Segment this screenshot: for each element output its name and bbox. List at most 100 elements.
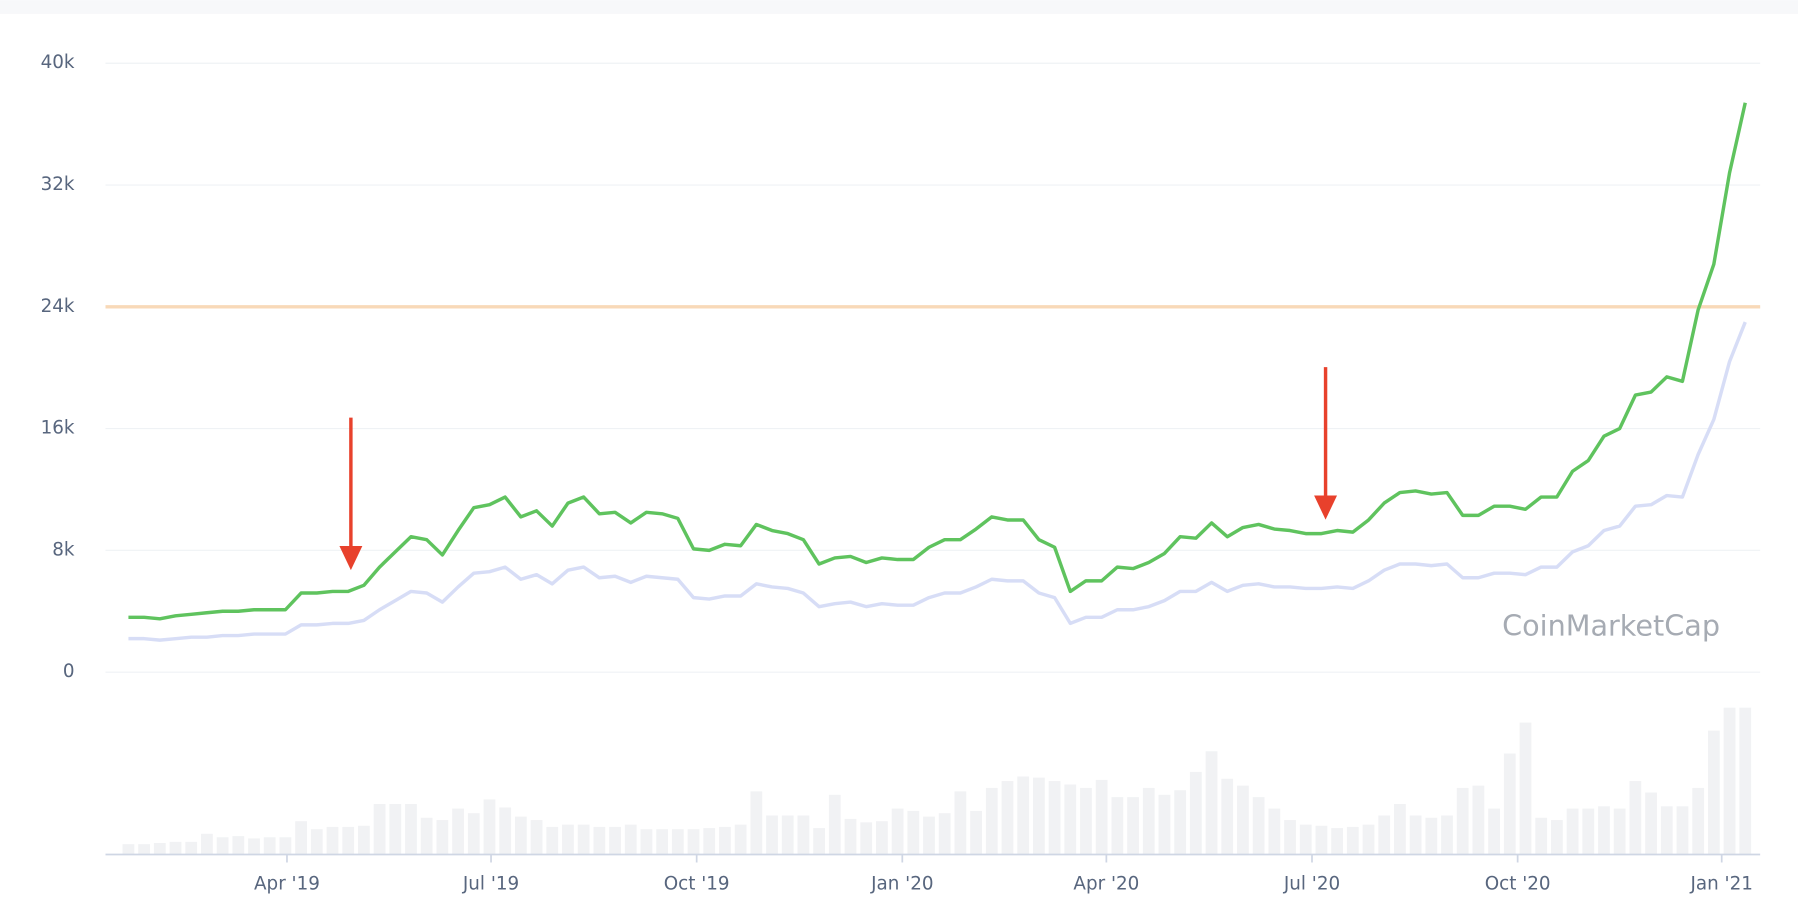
volume-bar — [169, 841, 182, 855]
volume-bar — [640, 829, 653, 855]
volume-bar — [719, 826, 731, 855]
volume-bar — [1362, 824, 1375, 855]
volume-bar — [781, 815, 794, 855]
volume-bar — [1142, 787, 1155, 855]
volume-bar — [970, 810, 982, 855]
volume-bar — [1409, 815, 1422, 855]
volume-bar — [342, 826, 355, 855]
volume-bar — [248, 838, 260, 855]
volume-bar — [703, 828, 716, 855]
y-tick-label: 0 — [63, 661, 75, 682]
volume-bar — [1441, 815, 1453, 855]
volume-bar — [1739, 707, 1752, 855]
annotation-arrow — [339, 417, 363, 571]
volume-bar — [1284, 820, 1296, 855]
volume-bar — [138, 844, 151, 855]
volume-bar — [467, 813, 480, 855]
volume-bar — [1032, 777, 1045, 855]
volume-bar — [1582, 808, 1595, 855]
arrow-head — [339, 546, 363, 571]
volume-bar — [1237, 785, 1249, 855]
volume-bar — [1503, 753, 1516, 855]
volume-bar — [891, 808, 904, 855]
volume-bar — [1550, 820, 1563, 855]
volume-bar — [326, 826, 339, 855]
volume-bar — [295, 821, 307, 855]
volume-bar — [232, 836, 245, 855]
volume-bar — [687, 829, 700, 855]
volume-bar — [1629, 781, 1642, 855]
volume-bar — [530, 820, 543, 855]
volume-bar — [1378, 815, 1391, 855]
volume-bar — [985, 787, 998, 855]
volume-bar — [671, 829, 684, 855]
top-bar — [0, 0, 1798, 14]
volume-bar — [1645, 792, 1657, 855]
volume-bar — [1048, 781, 1061, 855]
volume-bar — [876, 821, 888, 855]
volume-bar — [1394, 804, 1406, 855]
volume-bar — [310, 829, 323, 855]
volume-bar — [1221, 778, 1234, 855]
volume-bar — [436, 820, 449, 855]
volume-bar — [1456, 787, 1469, 855]
volume-bar — [216, 837, 229, 855]
volume-bar — [263, 837, 276, 855]
volume-bar — [358, 825, 370, 855]
volume-bar — [954, 791, 967, 855]
volume-bar — [546, 826, 559, 855]
volume-bar — [577, 824, 590, 855]
volume-bar — [1692, 787, 1705, 855]
volume-bar — [1111, 797, 1124, 855]
y-tick-label: 16k — [41, 418, 75, 439]
volume-bar — [656, 829, 669, 855]
volume-bar — [514, 816, 527, 855]
volume-bar — [844, 818, 857, 855]
volume-bar — [1127, 797, 1139, 855]
arrow-head — [1314, 495, 1338, 520]
volume-bar — [1095, 779, 1108, 855]
volume-bar — [1425, 817, 1438, 855]
volume-bar — [122, 844, 135, 855]
x-tick-label: Oct '20 — [1485, 873, 1551, 894]
volume-bar — [1252, 797, 1265, 855]
volume-bar — [389, 804, 402, 855]
x-tick-label: Jan '20 — [870, 873, 933, 894]
volume-bar — [1723, 707, 1736, 855]
volume-bar — [860, 822, 873, 855]
volume-bar — [1331, 828, 1344, 855]
volume-bar — [1535, 817, 1548, 855]
x-tick-label: Oct '19 — [664, 873, 730, 894]
x-tick-label: Apr '19 — [254, 873, 320, 894]
volume-bar — [1268, 808, 1281, 855]
x-tick-label: Jan '21 — [1689, 873, 1752, 894]
volume-bar — [907, 810, 920, 855]
volume-bar — [1080, 787, 1092, 855]
volume-bar — [1519, 722, 1532, 855]
volume-bar — [1017, 776, 1030, 855]
price-line — [128, 102, 1747, 621]
volume-bar — [483, 799, 496, 855]
annotation-arrow — [1314, 367, 1338, 520]
volume-bar — [1001, 781, 1014, 855]
volume-bar — [797, 815, 810, 855]
volume-bar — [1205, 751, 1218, 855]
volume-bar — [1676, 806, 1689, 855]
volume-bar — [1488, 808, 1500, 855]
volume-bar — [201, 833, 213, 855]
volume-bar — [1566, 808, 1579, 855]
x-tick-label: Apr '20 — [1073, 873, 1139, 894]
volume-bar — [1613, 808, 1626, 855]
volume-bar — [405, 804, 417, 855]
volume-bar — [499, 807, 512, 855]
volume-bar — [624, 824, 637, 855]
y-tick-label: 8k — [52, 539, 75, 560]
volume-bar — [562, 824, 574, 855]
volume-bar — [1064, 784, 1077, 855]
watermark: CoinMarketCap — [1502, 608, 1720, 642]
volume-bar — [1707, 730, 1720, 855]
volume-bar — [750, 791, 763, 855]
volume-bar — [279, 837, 292, 855]
